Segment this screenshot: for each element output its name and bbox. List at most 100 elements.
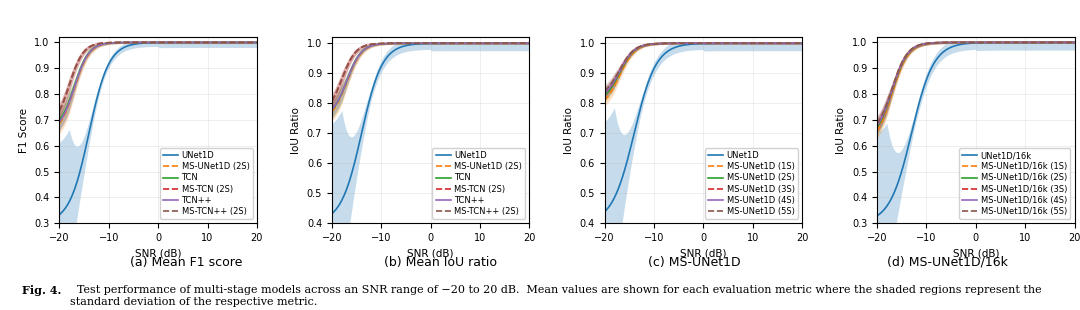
MS-UNet1D (2S) [716,41,729,45]
UNet1D/16k [1050,41,1063,44]
MS-UNet1D/16k (4S) [1050,41,1063,44]
TCN++ [523,41,536,45]
TCN++ [443,41,456,45]
Line: MS-UNet1D (5S): MS-UNet1D (5S) [605,43,802,91]
Line: MS-UNet1D/16k (4S): MS-UNet1D/16k (4S) [877,42,1075,126]
MS-UNet1D (2S) [796,41,809,45]
UNet1D/16k [1068,41,1080,44]
UNet1D [443,41,456,45]
MS-TCN++ (2S) [492,41,505,45]
MS-UNet1D/16k (2S) [1037,41,1050,44]
TCN++ [504,41,517,45]
TCN [325,108,338,111]
Text: (c) MS-UNet1D: (c) MS-UNet1D [648,256,740,269]
X-axis label: SNR (dB): SNR (dB) [953,249,999,259]
MS-UNet1D (5S) [598,89,611,92]
MS-UNet1D/16k (5S) [991,41,1004,44]
UNet1D [715,42,728,45]
MS-UNet1D/16k (5S) [988,41,1001,44]
MS-UNet1D (2S) [171,41,184,44]
TCN [170,41,183,44]
MS-UNet1D (2S) [598,94,611,97]
Line: MS-UNet1D (3S): MS-UNet1D (3S) [605,43,802,93]
TCN++ [174,41,187,44]
MS-UNet1D/16k (3S) [1050,41,1063,44]
TCN [54,117,67,121]
UNet1D [443,41,456,45]
MS-TCN++ (2S) [53,109,66,113]
Legend: UNet1D, MS-UNet1D (2S), TCN, MS-TCN (2S), TCN++, MS-TCN++ (2S): UNet1D, MS-UNet1D (2S), TCN, MS-TCN (2S)… [432,148,525,219]
TCN++ [54,119,67,123]
TCN [443,41,456,45]
MS-UNet1D/16k (3S) [987,41,1000,44]
Y-axis label: IoU Ratio: IoU Ratio [292,107,301,154]
TCN++ [492,41,505,45]
MS-TCN (2S) [443,41,456,45]
MS-UNet1D/16k (1S) [987,41,1000,44]
UNet1D [598,210,611,214]
MS-UNet1D (2S) [492,41,505,45]
MS-UNet1D/16k (2S) [870,126,883,129]
MS-UNet1D (2S) [54,121,67,125]
MS-TCN++ (2S) [446,41,459,45]
MS-UNet1D (3S) [778,41,791,45]
MS-TCN (2S) [232,41,245,44]
Line: MS-UNet1D (2S): MS-UNet1D (2S) [59,42,257,124]
MS-UNet1D (5S) [719,41,732,45]
UNet1D [171,41,184,44]
X-axis label: SNR (dB): SNR (dB) [680,249,727,259]
MS-UNet1D (4S) [719,41,732,45]
UNet1D [446,41,459,45]
MS-UNet1D (1S) [715,41,728,45]
MS-UNet1D (1S) [598,99,611,102]
MS-UNet1D (2S) [523,41,536,45]
Line: MS-UNet1D (2S): MS-UNet1D (2S) [605,43,802,95]
MS-UNet1D/16k (3S) [991,41,1004,44]
Text: Fig. 4.: Fig. 4. [22,285,60,296]
MS-UNet1D/16k (4S) [872,122,885,126]
Line: MS-UNet1D/16k (5S): MS-UNet1D/16k (5S) [877,42,1075,123]
MS-UNet1D (3S) [765,41,778,45]
MS-UNet1D/16k (1S) [988,41,1001,44]
MS-UNet1D (1S) [778,41,791,45]
UNet1D [719,41,732,45]
MS-UNet1D/16k (5S) [1068,41,1080,44]
MS-UNet1D (3S) [716,41,729,45]
Line: UNet1D: UNet1D [605,43,802,212]
MS-TCN (2S) [170,41,183,44]
MS-UNet1D (2S) [170,41,183,44]
MS-UNet1D/16k (3S) [1068,41,1080,44]
Text: (d) MS-UNet1D/16k: (d) MS-UNet1D/16k [888,256,1008,269]
MS-UNet1D (4S) [765,41,778,45]
Line: UNet1D: UNet1D [59,42,257,215]
MS-UNet1D (1S) [598,98,611,101]
Line: TCN: TCN [59,42,257,120]
UNet1D [778,41,791,45]
MS-TCN (2S) [492,41,505,45]
MS-UNet1D (4S) [598,91,611,95]
UNet1D [796,41,809,45]
MS-UNet1D/16k (4S) [991,41,1004,44]
MS-UNet1D (4S) [716,41,729,45]
MS-UNet1D/16k (2S) [987,41,1000,44]
MS-UNet1D (5S) [778,41,791,45]
TCN [174,41,187,44]
MS-UNet1D (4S) [796,41,809,45]
MS-TCN (2S) [443,41,456,45]
UNet1D/16k [988,41,1001,44]
MS-UNet1D (5S) [796,41,809,45]
MS-UNet1D (3S) [598,91,611,95]
Line: MS-UNet1D/16k (2S): MS-UNet1D/16k (2S) [877,42,1075,127]
MS-TCN++ (2S) [232,41,245,44]
MS-TCN++ (2S) [171,41,184,44]
MS-UNet1D (2S) [443,41,456,45]
MS-UNet1D (2S) [53,122,66,126]
UNet1D/16k [870,214,883,218]
MS-UNet1D/16k (1S) [1068,41,1080,44]
TCN++ [325,108,338,111]
TCN++ [446,41,459,45]
MS-UNet1D (1S) [765,41,778,45]
MS-UNet1D (2S) [219,41,232,44]
MS-UNet1D/16k (2S) [1068,41,1080,44]
MS-UNet1D (4S) [598,91,611,95]
